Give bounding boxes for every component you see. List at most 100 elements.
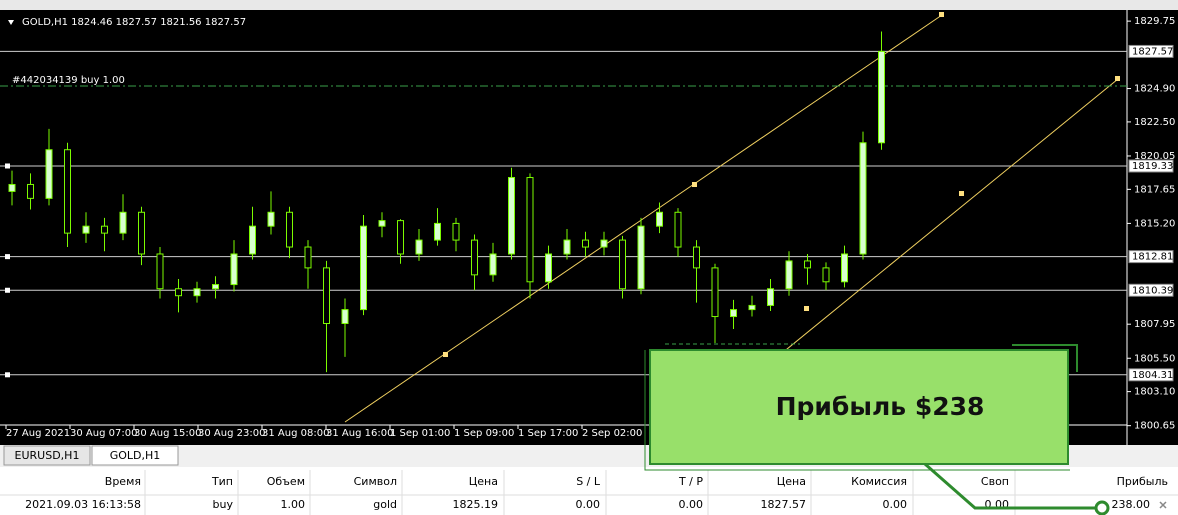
candle-body [175,288,182,297]
candle-body [711,267,719,318]
candle-body [822,267,830,283]
level-label: 1812.81 [1132,252,1173,263]
cell: 0.00 [883,498,908,511]
close-button[interactable] [1159,501,1167,509]
candle-body [656,211,663,227]
column-header: Тип [211,475,233,488]
candle-body [27,183,34,199]
cell: 0.00 [576,498,601,511]
collapse-icon[interactable] [8,20,14,25]
column-header: T / P [678,475,703,488]
time-label: 31 Aug 08:00 [262,428,329,439]
level-label: 1810.39 [1132,285,1173,296]
toolbar [0,0,1178,10]
callout-text: Прибыль $238 [776,392,985,421]
price-label: 1805.50 [1134,353,1175,364]
column-header: Прибыль [1117,475,1168,488]
cell: 1.00 [281,498,306,511]
level-label: 1819.33 [1132,161,1173,172]
time-label: 30 Aug 07:00 [70,428,137,439]
candle-body [397,220,404,255]
cell: 1827.57 [761,498,807,511]
level-label: 1804.31 [1132,370,1173,381]
level-handle [5,287,10,293]
candle-body [434,222,441,241]
column-header: Объем [267,475,305,488]
callout-frame [644,350,1070,471]
price-label: 1824.90 [1134,84,1175,95]
price-label: 1803.10 [1134,387,1175,398]
tab-label[interactable]: EURUSD,H1 [15,449,80,462]
candle-body [45,149,53,199]
time-label: 31 Aug 16:00 [326,428,393,439]
level-handle [5,254,10,260]
candle-body [600,239,608,248]
anchor [443,352,448,357]
column-header: Комиссия [851,475,907,488]
candle-body [878,50,885,144]
cell: 2021.09.03 16:13:58 [25,498,141,511]
column-header: Время [105,475,141,488]
level-box [1128,283,1174,297]
cell: 1825.19 [453,498,499,511]
candle-body [767,288,774,306]
column-header: Символ [354,475,397,488]
callout-box [649,349,1069,465]
candle-body [230,253,238,286]
candle-body [785,260,793,290]
callout-frame [1012,344,1078,372]
tab[interactable] [3,445,91,466]
level-handle [5,372,10,378]
candle-body [212,284,219,290]
candle-body [526,177,534,283]
tab-label[interactable]: GOLD,H1 [110,449,161,462]
candle-body [637,225,645,290]
level-label: 1827.57 [1132,46,1173,57]
column-header: Своп [981,475,1009,488]
price-label: 1829.75 [1134,16,1175,27]
candle-body [341,309,349,324]
level-box [1128,159,1174,173]
level-box [1128,250,1174,264]
candle-body [841,253,848,283]
level-handle [5,163,10,169]
price-label: 1817.65 [1134,184,1175,195]
candle-body [119,211,127,234]
candle-body [508,177,515,255]
column-header: Цена [777,475,806,488]
time-label: 30 Aug 15:00 [134,428,201,439]
candle-body [304,246,312,269]
cell: buy [213,498,234,511]
order-label: #442034139 buy 1.00 [12,75,125,86]
price-label: 1800.65 [1134,421,1175,432]
candle-body [101,225,108,234]
anchor [939,12,944,17]
candle-body [138,211,145,255]
time-label: 1 Sep 09:00 [454,428,514,439]
connector-dot [1094,500,1110,515]
column-header: S / L [576,475,601,488]
connector [924,462,1096,510]
candle-body [748,304,756,311]
candle-body [360,225,367,311]
anchor [692,182,697,187]
time-label: 2 Sep 02:00 [582,428,642,439]
candle-body [156,253,164,290]
candle-body [804,260,811,269]
candle-body [323,267,330,324]
price-label: 1820.05 [1134,151,1175,162]
chart-header: GOLD,H1 1824.46 1827.57 1821.56 1827.57 [22,17,246,28]
time-label: 1 Sep 17:00 [518,428,578,439]
candle-body [859,142,867,255]
candle-body [193,288,201,297]
level-box [1128,368,1174,382]
candle-body [286,211,293,248]
candle-body [8,183,16,192]
tab[interactable] [91,445,179,466]
candle-body [582,239,589,248]
column-header: Цена [469,475,498,488]
candle-body [378,220,386,227]
candle-body [471,239,478,276]
time-label: 27 Aug 2021 [6,428,70,439]
candle-body [619,239,626,290]
